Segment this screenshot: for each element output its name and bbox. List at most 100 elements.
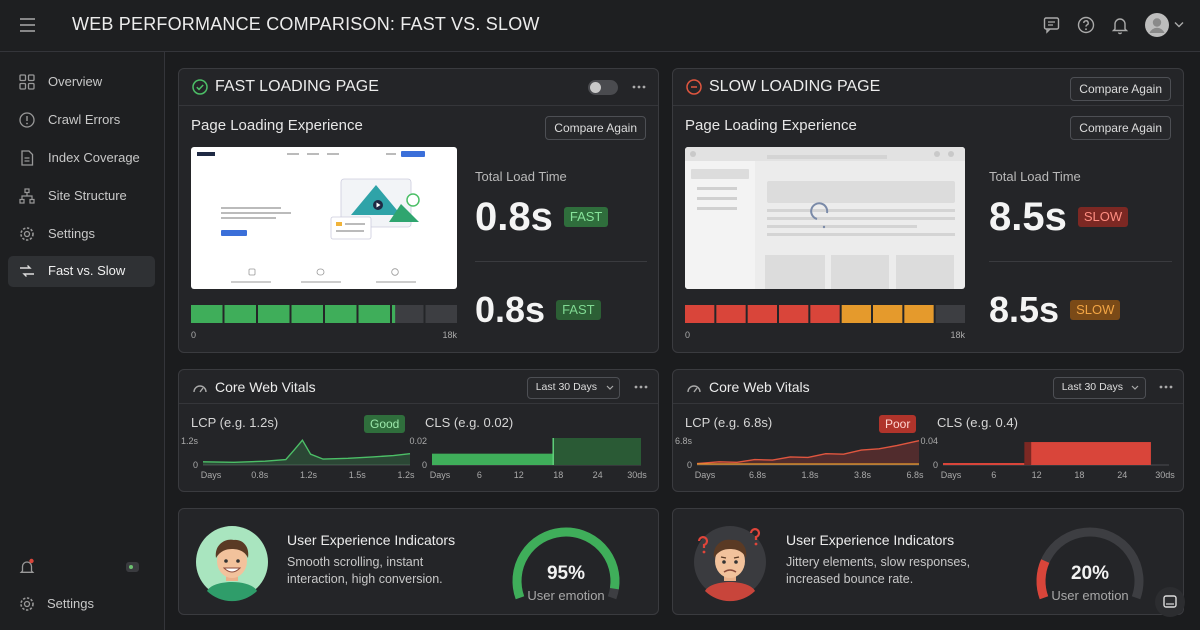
sparkline-area bbox=[697, 440, 919, 465]
section-title: Page Loading Experience bbox=[191, 117, 363, 134]
icon-circle bbox=[822, 225, 826, 229]
nav-item[interactable]: Settings bbox=[48, 226, 95, 242]
metric-label: Total Load Time bbox=[475, 169, 567, 185]
gauge-percent: 95% bbox=[546, 562, 586, 584]
nav-icon bbox=[19, 74, 35, 90]
progress-segment bbox=[291, 305, 323, 323]
emotion-gauge bbox=[1036, 527, 1144, 600]
icon-path bbox=[21, 150, 34, 166]
nav-footer-item[interactable]: Settings bbox=[47, 596, 94, 612]
metric-label: CLS (e.g. 0.4) bbox=[937, 415, 1018, 431]
icon-path bbox=[1131, 385, 1139, 390]
compare-button[interactable]: Compare Again bbox=[1070, 116, 1171, 141]
metric-label: Total Load Time bbox=[989, 169, 1081, 185]
status-icon bbox=[192, 79, 208, 95]
icon-path bbox=[193, 385, 207, 393]
nav-item[interactable]: Overview bbox=[48, 74, 103, 90]
divider bbox=[989, 261, 1172, 262]
progress-segment bbox=[810, 305, 840, 323]
chat-launcher[interactable] bbox=[1155, 587, 1185, 617]
progress-segment bbox=[392, 305, 424, 323]
icon-path bbox=[1083, 20, 1089, 27]
icon-path bbox=[389, 204, 419, 222]
toggle-switch[interactable] bbox=[588, 80, 618, 95]
icon-rect bbox=[248, 268, 256, 276]
progress-segment bbox=[325, 305, 357, 323]
more-menu[interactable] bbox=[633, 383, 649, 391]
icon-path bbox=[810, 202, 829, 220]
more-menu[interactable] bbox=[631, 83, 647, 91]
bell-icon[interactable] bbox=[1111, 16, 1129, 35]
compare-button[interactable]: Compare Again bbox=[545, 116, 646, 141]
more-menu[interactable] bbox=[1158, 383, 1174, 391]
avatar-icon[interactable] bbox=[1145, 13, 1169, 37]
nav-item[interactable]: Fast vs. Slow bbox=[48, 263, 126, 279]
date-range-dropdown[interactable]: Last 30 Days bbox=[526, 377, 620, 399]
progress-segment bbox=[841, 305, 871, 323]
icon-rect bbox=[697, 207, 737, 210]
progress-segment bbox=[258, 305, 290, 323]
icon-path bbox=[1046, 28, 1051, 34]
icon-circle bbox=[1077, 16, 1095, 34]
icon-rect bbox=[1163, 595, 1177, 608]
rating-badge: Good bbox=[364, 415, 406, 434]
compare-button[interactable]: Compare Again bbox=[1070, 77, 1171, 102]
icon-rect bbox=[231, 281, 271, 283]
rating-badge: Poor bbox=[879, 415, 917, 434]
bar-min-label: 0 bbox=[191, 329, 197, 340]
icon-circle bbox=[26, 122, 28, 125]
icon-path bbox=[21, 192, 33, 200]
icon-rect bbox=[197, 152, 215, 156]
icon-rect bbox=[767, 233, 955, 236]
icon-rect bbox=[221, 230, 247, 236]
icon-rect bbox=[27, 82, 35, 90]
experience-title: User Experience Indicators bbox=[287, 531, 456, 548]
vitals-panel: Core Web Vitals Last 30 Days LCP (e.g. 6.8… bbox=[672, 369, 1184, 492]
sparkline bbox=[202, 438, 411, 464]
icon-rect bbox=[767, 155, 887, 159]
nav-item[interactable]: Crawl Errors bbox=[48, 112, 121, 128]
gauge-caption: User emotion bbox=[1051, 588, 1129, 604]
icon-circle bbox=[690, 151, 696, 157]
icon-circle bbox=[236, 559, 240, 563]
icon-rect bbox=[27, 74, 35, 82]
alerts-icon[interactable] bbox=[19, 558, 35, 575]
metric-row: 8.5s SLOW bbox=[989, 288, 1121, 331]
help-icon[interactable] bbox=[1077, 16, 1095, 34]
icon-path bbox=[749, 528, 761, 540]
nav-icon bbox=[20, 265, 34, 277]
page-preview bbox=[191, 147, 457, 289]
nav-item[interactable]: Index Coverage bbox=[48, 150, 140, 166]
chat-icon[interactable] bbox=[1043, 16, 1061, 34]
icon-rect bbox=[287, 153, 299, 155]
icon-path bbox=[199, 387, 204, 393]
metric-value: 0.8s bbox=[475, 289, 546, 331]
icon-rect bbox=[327, 153, 339, 155]
sparkline bbox=[696, 440, 920, 465]
status-icon[interactable] bbox=[126, 561, 140, 573]
panel-title: Core Web Vitals bbox=[215, 378, 316, 395]
icon-circle bbox=[948, 151, 954, 157]
y-axis-label: 1.2s bbox=[181, 436, 199, 446]
x-axis-label: 30ds bbox=[1155, 470, 1175, 480]
icon-path bbox=[693, 387, 698, 393]
status-badge: SLOW bbox=[1070, 300, 1121, 320]
status-icon bbox=[686, 79, 702, 95]
nav-item[interactable]: Site Structure bbox=[48, 188, 127, 204]
menu-icon[interactable] bbox=[19, 17, 37, 33]
y-axis-label: 0 bbox=[422, 460, 427, 470]
x-axis-label: Days bbox=[941, 470, 962, 480]
icon-path bbox=[207, 582, 257, 602]
date-range-dropdown[interactable]: Last 30 Days bbox=[1052, 377, 1146, 399]
icon-circle bbox=[29, 558, 34, 564]
icon-rect bbox=[316, 268, 325, 276]
divider bbox=[673, 105, 1183, 106]
x-axis-label: 6 bbox=[991, 470, 996, 480]
icon-circle bbox=[642, 85, 646, 89]
icon-path bbox=[376, 202, 381, 208]
nav-active bbox=[8, 256, 155, 287]
progress-bar bbox=[685, 305, 965, 323]
icon-rect bbox=[831, 255, 889, 289]
panel-title: Core Web Vitals bbox=[709, 378, 810, 395]
